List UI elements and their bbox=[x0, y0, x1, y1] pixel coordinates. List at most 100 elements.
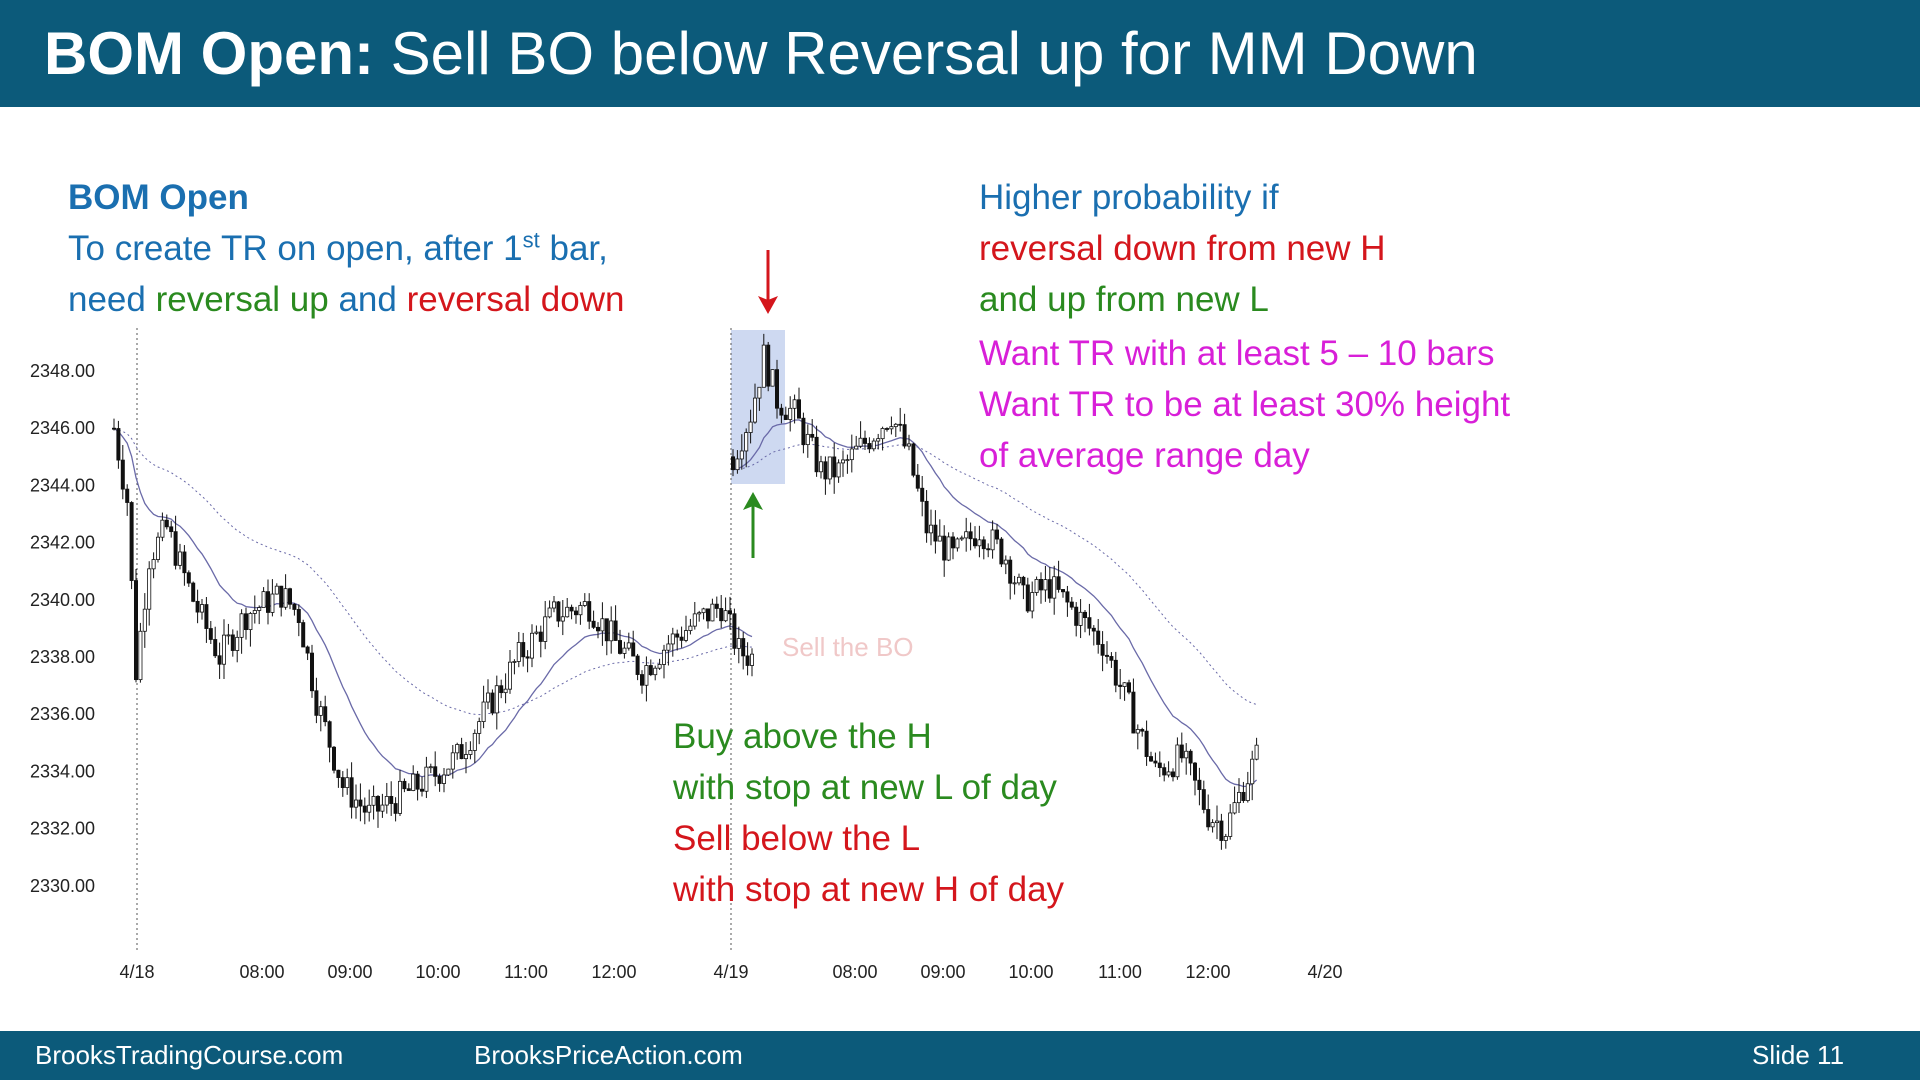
bear-candle-body bbox=[1100, 644, 1105, 656]
bear-candle-body bbox=[375, 795, 380, 812]
candle-d2-30 bbox=[863, 430, 868, 450]
candle-d2-20 bbox=[819, 455, 824, 479]
candle-d2-53 bbox=[964, 517, 969, 552]
bull-candle-body bbox=[1078, 611, 1083, 626]
bull-candle-body bbox=[805, 433, 810, 446]
bear-candle-body bbox=[745, 655, 750, 666]
bear-candle-body bbox=[230, 634, 235, 651]
bull-candle-body bbox=[257, 607, 262, 611]
candle-d1-48 bbox=[323, 695, 328, 727]
candle-d2-29 bbox=[858, 421, 863, 449]
bear-candle-body bbox=[902, 424, 907, 447]
candle-d2-25 bbox=[841, 450, 846, 477]
bear-candle-body bbox=[349, 777, 354, 808]
bear-candle-body bbox=[1144, 730, 1149, 757]
candle-d1-144 bbox=[745, 642, 750, 676]
candle-d1-3 bbox=[125, 484, 130, 516]
candle-d1-122 bbox=[648, 659, 653, 677]
footer-mid-link[interactable]: BrooksPriceAction.com bbox=[474, 1040, 743, 1070]
bull-candle-body bbox=[819, 461, 824, 473]
bear-candle-body bbox=[779, 407, 784, 416]
candle-d1-123 bbox=[653, 665, 658, 681]
candle-d2-3 bbox=[744, 428, 749, 468]
candle-d1-10 bbox=[155, 532, 160, 563]
candle-d2-11 bbox=[779, 403, 784, 424]
bear-candle-body bbox=[393, 803, 398, 814]
candle-d2-7 bbox=[761, 333, 766, 388]
bear-candle-body bbox=[243, 613, 248, 631]
candle-d1-119 bbox=[635, 653, 640, 681]
x-tick-label: 09:00 bbox=[327, 962, 372, 982]
bottom-line-4: with stop at new H of day bbox=[673, 870, 1065, 909]
bull-candle-body bbox=[252, 610, 257, 614]
bear-candle-body bbox=[1193, 762, 1198, 781]
bear-candle-body bbox=[1197, 779, 1202, 790]
bull-candle-body bbox=[827, 456, 832, 480]
candle-d2-82 bbox=[1091, 625, 1096, 646]
bear-candle-body bbox=[525, 656, 530, 659]
bull-candle-body bbox=[736, 638, 741, 649]
candle-d2-96 bbox=[1153, 752, 1158, 768]
candle-d2-61 bbox=[999, 537, 1004, 568]
bull-candle-body bbox=[710, 603, 715, 622]
bear-candle-body bbox=[569, 606, 574, 612]
candle-d1-21 bbox=[204, 597, 209, 643]
candle-d1-13 bbox=[169, 520, 174, 538]
bull-candle-body bbox=[744, 432, 749, 452]
bear-candle-body bbox=[1149, 756, 1154, 762]
candle-d2-51 bbox=[955, 537, 960, 552]
candle-d1-138 bbox=[719, 594, 724, 629]
bull-candle-body bbox=[472, 732, 477, 751]
candle-d1-113 bbox=[609, 606, 614, 654]
bull-candle-body bbox=[723, 610, 728, 622]
candle-d2-55 bbox=[973, 526, 978, 549]
bull-candle-body bbox=[959, 537, 964, 540]
bear-candle-body bbox=[797, 399, 802, 419]
bull-candle-body bbox=[1030, 592, 1035, 612]
bull-candle-body bbox=[854, 445, 859, 450]
bear-candle-body bbox=[327, 721, 332, 748]
bear-candle-body bbox=[1096, 630, 1101, 645]
candle-d2-12 bbox=[783, 406, 788, 421]
candle-d2-70 bbox=[1039, 572, 1044, 604]
candle-d1-86 bbox=[490, 689, 495, 716]
candle-d2-31 bbox=[867, 437, 872, 454]
bear-candle-body bbox=[323, 706, 328, 723]
y-tick-label: 2338.00 bbox=[30, 647, 95, 667]
bear-candle-body bbox=[898, 423, 903, 426]
x-tick-label: 11:00 bbox=[504, 962, 548, 982]
candle-d1-31 bbox=[248, 611, 253, 647]
bottom-line-1: Buy above the H bbox=[673, 717, 932, 756]
candle-d1-51 bbox=[336, 769, 341, 788]
bear-candle-body bbox=[986, 548, 991, 551]
bear-candle-body bbox=[173, 531, 178, 566]
candle-d2-49 bbox=[946, 532, 951, 562]
down-arrow-head bbox=[758, 296, 778, 314]
candle-d2-88 bbox=[1118, 669, 1123, 700]
footer-left-link[interactable]: BrooksTradingCourse.com bbox=[35, 1040, 344, 1070]
bull-candle-body bbox=[666, 643, 671, 651]
candle-d1-26 bbox=[226, 623, 231, 645]
bear-candle-body bbox=[129, 502, 134, 581]
candle-d1-12 bbox=[164, 514, 169, 530]
bull-candle-body bbox=[177, 551, 182, 566]
bear-candle-body bbox=[1061, 589, 1066, 593]
candle-d2-90 bbox=[1127, 679, 1132, 695]
x-tick-label: 11:00 bbox=[1098, 962, 1142, 982]
left-line-2-a: To create TR on open, after 1 bbox=[68, 229, 523, 268]
candle-d2-28 bbox=[854, 435, 859, 450]
candle-d2-72 bbox=[1047, 567, 1052, 603]
candle-d2-118 bbox=[1250, 750, 1255, 801]
candle-d1-66 bbox=[402, 778, 407, 793]
bull-candle-body bbox=[849, 448, 854, 461]
bear-candle-body bbox=[182, 551, 187, 574]
candle-d1-7 bbox=[142, 593, 147, 648]
bear-candle-body bbox=[1025, 584, 1030, 612]
candle-d2-1 bbox=[735, 450, 740, 474]
candle-d1-84 bbox=[481, 685, 486, 729]
candle-d2-79 bbox=[1078, 599, 1083, 639]
bull-candle-body bbox=[609, 620, 614, 642]
candle-d2-78 bbox=[1074, 602, 1079, 637]
candle-d1-57 bbox=[362, 797, 367, 825]
bear-candle-body bbox=[116, 428, 121, 461]
